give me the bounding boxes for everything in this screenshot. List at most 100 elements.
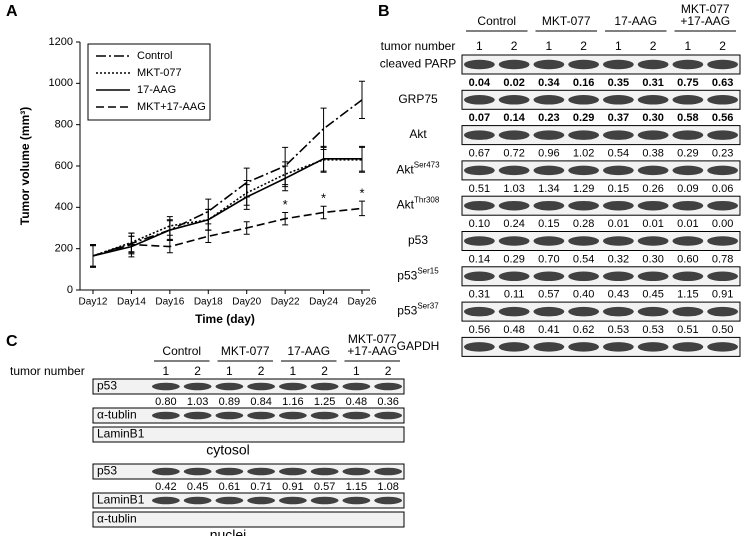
band: [247, 382, 275, 391]
quant-value: 0.37: [608, 112, 629, 124]
band: [637, 271, 669, 282]
row-label-name: cleaved PARP: [380, 57, 456, 71]
band: [568, 59, 599, 70]
row-label: Akt: [409, 127, 427, 141]
quant-value: 0.15: [608, 183, 629, 195]
panel-label: B: [378, 3, 390, 20]
band: [247, 467, 275, 476]
band: [342, 382, 371, 391]
row-label: LaminB1: [97, 427, 145, 441]
band: [498, 200, 530, 211]
band: [498, 236, 530, 246]
quant-value: 0.35: [608, 77, 629, 89]
row-label: cleaved PARP: [380, 57, 456, 71]
band: [464, 165, 495, 176]
lane-header: tumor number: [10, 364, 85, 378]
band: [603, 271, 634, 282]
x-tick-label: Day18: [194, 297, 223, 308]
quant-value: 0.57: [314, 481, 335, 493]
quant-value: 1.15: [346, 481, 367, 493]
band: [215, 382, 244, 391]
band: [568, 236, 599, 246]
quant-value: 0.40: [573, 289, 594, 301]
x-tick-label: Day14: [117, 297, 146, 308]
quant-value: 0.75: [677, 77, 698, 89]
band: [637, 130, 669, 140]
lane-number: 2: [511, 39, 518, 53]
group-label: MKT-077: [681, 2, 730, 16]
band: [707, 200, 738, 211]
group-label: MKT-077: [221, 344, 270, 358]
quant-value: 0.14: [469, 253, 490, 265]
quant-value: 0.51: [677, 324, 698, 336]
band: [533, 306, 565, 317]
series-line: [92, 99, 363, 257]
quant-value: 0.14: [503, 112, 525, 124]
band: [672, 130, 704, 140]
quant-value: 0.02: [503, 77, 524, 89]
error-bar: [320, 145, 327, 172]
group-label: +17-AAG: [680, 14, 730, 28]
quant-value: 0.89: [219, 396, 240, 408]
quant-value: 0.42: [155, 481, 176, 493]
band: [568, 200, 599, 211]
band: [568, 342, 599, 352]
band: [498, 165, 530, 176]
legend-label: 17-AAG: [137, 84, 176, 96]
band: [215, 467, 244, 476]
band: [464, 271, 495, 282]
quant-value: 0.91: [282, 481, 303, 493]
blot: [461, 231, 741, 251]
band: [247, 496, 275, 505]
panel-label: C: [6, 333, 18, 350]
band: [498, 306, 530, 317]
quant-value: 1.25: [314, 396, 335, 408]
quant-value: 0.29: [503, 253, 524, 265]
quant-value: 0.72: [503, 148, 524, 160]
band: [568, 165, 599, 176]
quant-value: 0.34: [538, 77, 560, 89]
y-axis-title: Tumor volume (mm³): [18, 107, 32, 225]
blot: [92, 426, 405, 443]
quant-value: 0.61: [219, 481, 240, 493]
band: [603, 165, 634, 176]
lane-number: 2: [580, 39, 587, 53]
section-caption: nuclei: [210, 527, 247, 536]
section-caption: cytosol: [206, 442, 250, 458]
blot: [461, 54, 741, 75]
quant-value: 0.24: [503, 218, 524, 230]
row-label-name: α-tublin: [97, 512, 137, 526]
lane-number: 1: [615, 39, 622, 53]
significance-mark: *: [321, 191, 326, 206]
y-tick-label: 1200: [49, 36, 73, 48]
quant-value: 0.06: [712, 183, 733, 195]
row-label-sup: Ser15: [417, 266, 439, 275]
error-bar: [166, 220, 173, 240]
band: [707, 165, 738, 176]
legend-label: MKT+17-AAG: [137, 101, 206, 113]
quant-value: 0.16: [573, 77, 594, 89]
band: [533, 95, 565, 105]
band: [603, 236, 634, 246]
band: [672, 59, 704, 70]
quant-value: 0.53: [642, 324, 663, 336]
quant-value: 1.03: [187, 396, 208, 408]
band: [637, 200, 669, 211]
band: [672, 200, 704, 211]
band: [310, 411, 339, 420]
blot: [461, 160, 741, 181]
lane-number: 1: [226, 364, 233, 378]
band: [342, 467, 371, 476]
panel-label: A: [6, 3, 18, 20]
quant-value: 0.38: [642, 148, 663, 160]
band: [279, 467, 307, 476]
quant-value: 0.31: [469, 289, 490, 301]
x-tick-label: Day26: [348, 297, 377, 308]
row-label-name: p53: [97, 464, 117, 478]
band: [637, 306, 669, 317]
band: [672, 271, 704, 282]
row-label-name: p53: [397, 268, 417, 282]
band: [152, 467, 180, 476]
lane-header: tumor number: [381, 39, 456, 53]
